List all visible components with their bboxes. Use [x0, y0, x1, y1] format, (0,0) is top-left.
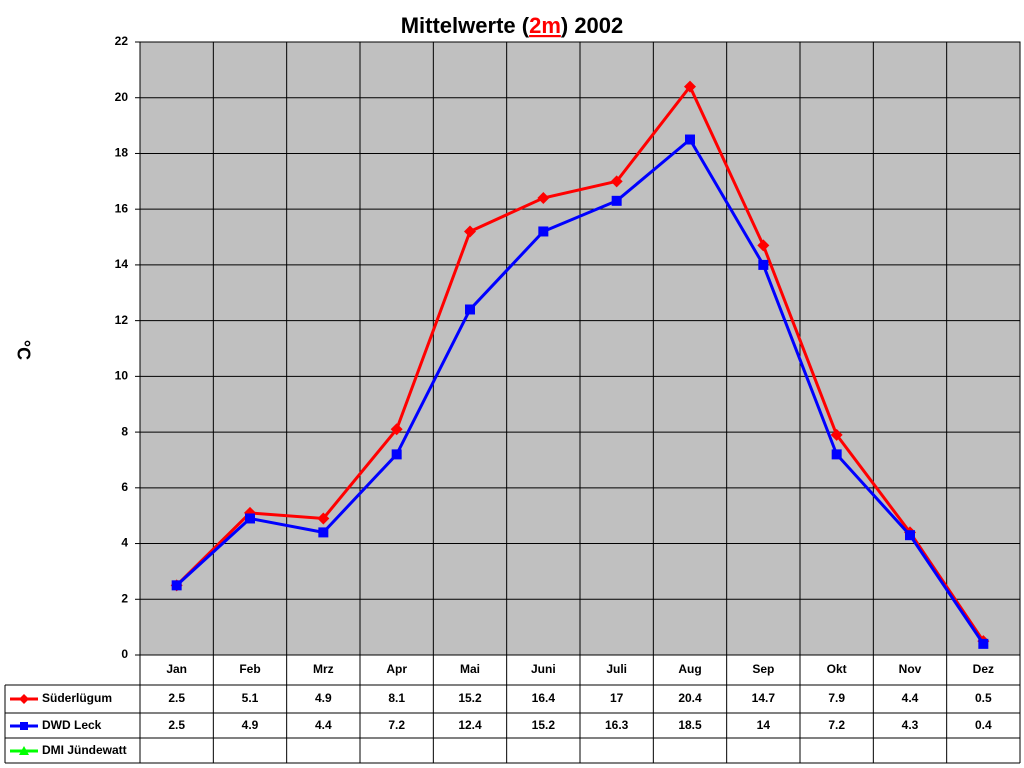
table-value: 5.1 — [242, 691, 259, 705]
x-tick-label: Jan — [166, 662, 187, 676]
y-tick-label: 22 — [115, 34, 129, 48]
table-value: 0.4 — [975, 718, 992, 732]
x-tick-label: Juni — [531, 662, 556, 676]
table-value: 4.4 — [315, 718, 332, 732]
marker — [684, 80, 696, 93]
marker — [905, 530, 915, 541]
table-value: 18.5 — [678, 718, 702, 732]
table-value: 14 — [757, 718, 771, 732]
series-line — [175, 83, 985, 642]
x-tick-label: Sep — [752, 662, 774, 676]
table-value: 4.4 — [902, 691, 919, 705]
table-value: 7.2 — [388, 718, 405, 732]
table-value: 20.4 — [678, 691, 702, 705]
marker — [19, 694, 29, 704]
marker — [318, 527, 329, 538]
table-value: 7.2 — [828, 718, 845, 732]
y-tick-label: 2 — [121, 591, 128, 605]
table-value: 4.9 — [315, 691, 332, 705]
title-highlight: 2m — [529, 13, 561, 38]
x-tick-label: Dez — [973, 662, 994, 676]
table-value: 7.9 — [828, 691, 845, 705]
marker — [391, 449, 402, 460]
y-axis-label: °C — [13, 340, 33, 360]
x-tick-label: Nov — [899, 662, 922, 676]
marker — [20, 722, 28, 730]
marker — [830, 428, 843, 441]
table-value: 2.5 — [168, 691, 185, 705]
x-tick-label: Apr — [386, 662, 407, 676]
marker — [245, 513, 255, 524]
legend-label: DMI Jündewatt — [42, 743, 127, 757]
marker — [685, 134, 695, 145]
y-tick-label: 6 — [121, 480, 128, 494]
x-tick-label: Feb — [239, 662, 260, 676]
table-value: 12.4 — [458, 718, 482, 732]
y-tick-label: 16 — [115, 201, 129, 215]
table-value: 17 — [610, 691, 624, 705]
marker — [611, 195, 622, 206]
x-tick-label: Mai — [460, 662, 480, 676]
x-tick-label: Okt — [827, 662, 847, 676]
marker — [831, 449, 842, 460]
y-tick-label: 0 — [121, 647, 128, 661]
marker — [758, 259, 769, 270]
x-tick-label: Mrz — [313, 662, 334, 676]
marker — [610, 175, 623, 188]
marker — [19, 746, 29, 755]
marker — [757, 239, 770, 252]
y-tick-label: 10 — [115, 369, 129, 383]
marker — [538, 226, 549, 237]
marker — [464, 225, 476, 238]
table-value: 16.4 — [532, 691, 556, 705]
marker — [390, 423, 403, 436]
y-tick-label: 8 — [121, 424, 128, 438]
marker — [465, 304, 475, 315]
legend-label: DWD Leck — [42, 718, 102, 732]
y-tick-label: 18 — [115, 146, 129, 160]
chart-title: Mittelwerte (2m) 2002 — [401, 13, 624, 38]
title-part: Mittelwerte ( — [401, 13, 530, 38]
table-value: 14.7 — [752, 691, 776, 705]
title-part: ) 2002 — [561, 13, 623, 38]
table-value: 15.2 — [458, 691, 482, 705]
table-value: 8.1 — [388, 691, 405, 705]
table-value: 4.9 — [242, 718, 259, 732]
table-value: 0.5 — [975, 691, 992, 705]
marker — [317, 512, 330, 525]
marker — [537, 192, 550, 205]
x-tick-label: Aug — [678, 662, 701, 676]
table-value: 4.3 — [902, 718, 919, 732]
y-tick-label: 12 — [115, 313, 129, 327]
y-tick-label: 14 — [115, 257, 129, 271]
marker — [171, 580, 182, 591]
table-value: 15.2 — [532, 718, 556, 732]
x-tick-label: Juli — [606, 662, 627, 676]
marker — [978, 638, 989, 649]
table-value: 16.3 — [605, 718, 629, 732]
y-tick-label: 20 — [115, 90, 129, 104]
legend-label: Süderlügum — [42, 691, 112, 705]
y-tick-label: 4 — [121, 536, 128, 550]
table-value: 2.5 — [168, 718, 185, 732]
series-line — [175, 137, 985, 645]
